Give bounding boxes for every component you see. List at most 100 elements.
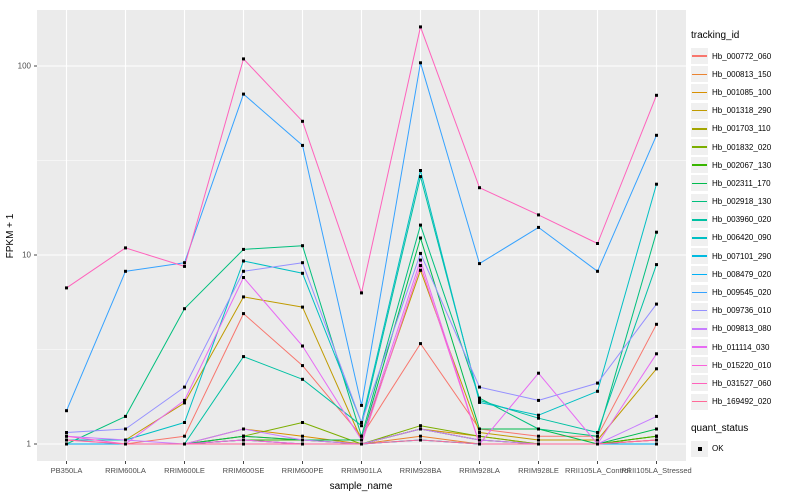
- legend-line-icon: [692, 237, 707, 239]
- data-point: [301, 143, 304, 147]
- legend-entry-label: Hb_001703_110: [712, 124, 771, 134]
- data-point: [596, 431, 599, 434]
- data-point: [419, 427, 422, 431]
- data-point: [478, 398, 481, 402]
- data-point: [183, 434, 186, 438]
- data-point: [419, 169, 422, 172]
- data-point: [301, 377, 304, 381]
- legend-line-icon: [692, 382, 707, 385]
- legend-quant-status: quant_status OK: [691, 423, 799, 458]
- data-point: [596, 438, 599, 442]
- data-point: [655, 322, 658, 326]
- legend-entry-Hb_169492_020: Hb_169492_020: [691, 393, 799, 411]
- data-point: [242, 57, 245, 61]
- legend-entry-label: Hb_006420_090: [712, 233, 772, 243]
- legend-line-icon: [692, 109, 707, 112]
- legend-key-swatch: [691, 102, 708, 119]
- quant-entry-label: OK: [712, 444, 724, 454]
- data-point: [419, 251, 422, 255]
- legend-entry-Hb_001318_290: Hb_001318_290: [691, 102, 799, 120]
- legend-line-icon: [692, 200, 707, 203]
- data-point: [655, 434, 658, 438]
- data-point: [419, 25, 422, 29]
- legend-line-icon: [692, 400, 707, 403]
- legend-entry-label: Hb_007101_290: [712, 251, 772, 261]
- legend-key-swatch: [691, 193, 708, 210]
- quant-entry-OK: OK: [691, 440, 799, 458]
- data-point: [478, 262, 481, 266]
- data-point: [301, 305, 304, 309]
- legend-line-icon: [692, 182, 707, 185]
- x-tick-label: RRII105LA_Control: [565, 466, 630, 475]
- x-tick-label: RRIM928LE: [518, 466, 559, 475]
- data-point: [183, 421, 186, 424]
- data-point: [419, 258, 422, 262]
- legend-entry-Hb_009545_020: Hb_009545_020: [691, 283, 799, 301]
- data-point: [655, 263, 658, 267]
- data-point: [301, 434, 304, 438]
- data-point: [301, 244, 304, 248]
- data-point: [242, 295, 245, 299]
- data-point: [478, 396, 481, 400]
- x-axis-title: sample_name: [330, 481, 393, 492]
- legend-entry-label: Hb_031527_060: [712, 378, 772, 388]
- data-point: [478, 431, 481, 434]
- legend-entry-label: Hb_000813_150: [712, 69, 772, 79]
- legend-entries: Hb_000772_060 Hb_000813_150 Hb_001085_100 H…: [691, 47, 799, 411]
- x-tick-label: RRIM928BA: [400, 466, 442, 475]
- data-point: [419, 434, 422, 438]
- y-tick-label: 100: [18, 62, 32, 71]
- y-tick-label: 1: [27, 440, 32, 449]
- data-point: [124, 427, 127, 431]
- legend-line-icon: [692, 291, 707, 294]
- data-point: [301, 271, 304, 275]
- data-point: [360, 438, 363, 442]
- legend-entry-Hb_006420_090: Hb_006420_090: [691, 229, 799, 247]
- data-point: [537, 398, 540, 402]
- data-point: [419, 223, 422, 227]
- legend-title-quant-status: quant_status: [691, 422, 749, 434]
- x-tick-label: RRIM600SE: [223, 466, 265, 475]
- legend-line-icon: [692, 255, 707, 257]
- data-point: [537, 416, 540, 420]
- data-point: [65, 442, 68, 446]
- legend-line-icon: [692, 91, 707, 94]
- data-point: [242, 442, 245, 446]
- data-point: [124, 442, 127, 446]
- data-point: [478, 434, 481, 438]
- data-point: [65, 434, 68, 438]
- data-point: [183, 385, 186, 389]
- x-tick-label: PB350LA: [51, 466, 83, 475]
- data-point: [301, 261, 304, 265]
- data-point: [478, 385, 481, 389]
- data-point: [419, 236, 422, 240]
- data-point: [65, 431, 68, 434]
- legend-entry-Hb_000772_060: Hb_000772_060: [691, 47, 799, 65]
- data-point: [124, 269, 127, 273]
- legend-line-icon: [692, 328, 707, 330]
- data-point: [419, 342, 422, 346]
- legend-key-swatch: [691, 48, 708, 65]
- legend-entry-label: Hb_002067_130: [712, 160, 772, 170]
- legend-entry-Hb_015220_010: Hb_015220_010: [691, 356, 799, 374]
- quant-entries: OK: [691, 440, 799, 458]
- data-point: [65, 286, 68, 290]
- data-point: [301, 119, 304, 123]
- data-point: [478, 186, 481, 190]
- data-point: [655, 427, 658, 431]
- x-tick-label: RRIM600LA: [105, 466, 146, 475]
- legend-entry-Hb_001085_100: Hb_001085_100: [691, 83, 799, 101]
- legend-key-swatch: [691, 393, 708, 410]
- filled-square-icon: [697, 446, 702, 451]
- data-point: [537, 438, 540, 442]
- legend-entry-label: Hb_009813_080: [712, 324, 772, 334]
- data-point: [360, 403, 363, 407]
- legend-key-swatch: [691, 139, 708, 156]
- data-point: [419, 264, 422, 267]
- data-point: [419, 424, 422, 428]
- legend-entry-Hb_009813_080: Hb_009813_080: [691, 320, 799, 338]
- legend-line-icon: [692, 273, 707, 276]
- data-point: [124, 414, 127, 418]
- legend-key-swatch: [691, 302, 708, 319]
